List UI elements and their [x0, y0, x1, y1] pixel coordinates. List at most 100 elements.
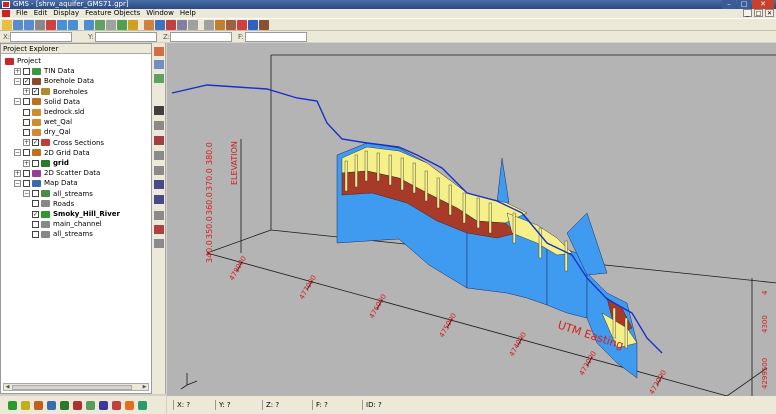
toolbar-button-icon[interactable]: [95, 19, 105, 30]
expand-toggle-icon[interactable]: −: [23, 190, 30, 198]
toolbar-button-icon[interactable]: [35, 19, 45, 30]
mdi-close-button[interactable]: ✕: [765, 9, 774, 17]
menu-help[interactable]: Help: [179, 9, 196, 17]
visibility-checkbox[interactable]: [32, 220, 39, 228]
explorer-horizontal-scrollbar[interactable]: ◀ ▶: [3, 383, 149, 391]
expand-toggle-icon[interactable]: −: [14, 149, 21, 157]
visibility-checkbox[interactable]: [23, 108, 30, 116]
visibility-checkbox[interactable]: [23, 128, 30, 136]
toolbar-button-icon[interactable]: [68, 19, 78, 30]
tree-item[interactable]: − Map Data: [14, 178, 78, 188]
toolbar-button-icon[interactable]: [117, 19, 127, 30]
scroll-left-icon[interactable]: ◀: [5, 384, 10, 390]
mdi-minimize-button[interactable]: _: [743, 9, 752, 17]
create-point-icon[interactable]: [154, 225, 164, 234]
toolbar-button-icon[interactable]: [237, 19, 247, 30]
scroll-right-icon[interactable]: ▶: [142, 384, 147, 390]
rotate-tool-icon[interactable]: [154, 74, 164, 83]
tree-item[interactable]: main_channel: [32, 219, 102, 229]
visibility-checkbox[interactable]: [23, 169, 30, 177]
tree-item[interactable]: + ✓ Boreholes: [23, 87, 88, 97]
expand-toggle-icon[interactable]: +: [23, 88, 30, 96]
spline-tool-icon[interactable]: [154, 239, 164, 248]
select-vertex-icon[interactable]: [154, 151, 164, 160]
toolbar-button-icon[interactable]: [248, 19, 258, 30]
select-polygon-icon[interactable]: [154, 180, 164, 189]
tree-item[interactable]: + TIN Data: [14, 66, 75, 76]
close-button[interactable]: ✕: [752, 0, 774, 9]
create-arc-icon[interactable]: [154, 136, 164, 145]
tree-item[interactable]: − 2D Grid Data: [14, 148, 90, 158]
toolbar-button-icon[interactable]: [2, 19, 12, 30]
visibility-checkbox[interactable]: ✓: [32, 139, 39, 147]
expand-toggle-icon[interactable]: +: [14, 169, 21, 177]
expand-toggle-icon[interactable]: +: [23, 159, 30, 167]
toolbar-button-icon[interactable]: [188, 19, 198, 30]
f-field[interactable]: F:: [238, 32, 307, 42]
menu-window[interactable]: Window: [146, 9, 174, 17]
menu-feature-objects[interactable]: Feature Objects: [85, 9, 141, 17]
create-node-icon[interactable]: [154, 211, 164, 220]
visibility-checkbox[interactable]: ✓: [32, 210, 39, 218]
module-icon[interactable]: [125, 400, 134, 410]
module-icon[interactable]: [8, 400, 17, 410]
visibility-checkbox[interactable]: [32, 159, 39, 167]
expand-toggle-icon[interactable]: +: [14, 67, 21, 75]
3d-viewport[interactable]: ELEVATION 380.0 370.0 360.0 350.0 340.0 …: [167, 43, 776, 396]
toolbar-button-icon[interactable]: [13, 19, 23, 30]
minimize-button[interactable]: –: [722, 0, 736, 9]
tree-item[interactable]: wet_Qal: [23, 117, 72, 127]
toolbar-button-icon[interactable]: [128, 19, 138, 30]
y-coord-field[interactable]: Y:: [88, 32, 157, 42]
toolbar-button-icon[interactable]: [57, 19, 67, 30]
module-icon[interactable]: [34, 400, 43, 410]
module-icon[interactable]: [138, 400, 147, 410]
create-vertex-icon[interactable]: [154, 166, 164, 175]
scroll-thumb[interactable]: [12, 385, 132, 390]
z-coord-field[interactable]: Z:: [163, 32, 232, 42]
visibility-checkbox[interactable]: ✓: [23, 77, 30, 85]
visibility-checkbox[interactable]: [23, 98, 30, 106]
module-icon[interactable]: [112, 400, 121, 410]
menu-file[interactable]: File: [16, 9, 28, 17]
menu-edit[interactable]: Edit: [33, 9, 48, 17]
tree-item[interactable]: − ✓ Borehole Data: [14, 76, 94, 86]
zoom-tool-icon[interactable]: [154, 47, 164, 56]
select-node-icon[interactable]: [154, 195, 164, 204]
select-arc-icon[interactable]: [154, 121, 164, 130]
expand-toggle-icon[interactable]: −: [14, 98, 21, 106]
visibility-checkbox[interactable]: [32, 230, 39, 238]
module-icon[interactable]: [60, 400, 69, 410]
visibility-checkbox[interactable]: [23, 179, 30, 187]
tree-item[interactable]: +2D Scatter Data: [14, 168, 100, 178]
tree-item[interactable]: − Solid Data: [14, 97, 80, 107]
module-icon[interactable]: [21, 400, 30, 410]
visibility-checkbox[interactable]: [32, 190, 39, 198]
visibility-checkbox[interactable]: ✓: [32, 88, 39, 96]
tree-item[interactable]: + grid: [23, 158, 69, 168]
gms-app-icon[interactable]: [2, 1, 10, 8]
module-icon[interactable]: [99, 400, 108, 410]
visibility-checkbox[interactable]: [32, 200, 39, 208]
expand-toggle-icon[interactable]: −: [14, 77, 21, 85]
maximize-button[interactable]: □: [737, 0, 751, 9]
toolbar-button-icon[interactable]: [166, 19, 176, 30]
tree-item[interactable]: Project: [5, 56, 41, 66]
module-icon[interactable]: [86, 400, 95, 410]
toolbar-button-icon[interactable]: [106, 19, 116, 30]
tree-item[interactable]: − all_streams: [23, 189, 93, 199]
toolbar-button-icon[interactable]: [204, 19, 214, 30]
menu-display[interactable]: Display: [53, 9, 80, 17]
visibility-checkbox[interactable]: [23, 67, 30, 75]
visibility-checkbox[interactable]: [23, 149, 30, 157]
tree-item[interactable]: Roads: [32, 199, 74, 209]
tree-item[interactable]: + ✓ Cross Sections: [23, 138, 104, 148]
tree-item[interactable]: bedrock.sld: [23, 107, 84, 117]
expand-toggle-icon[interactable]: −: [14, 179, 21, 187]
toolbar-button-icon[interactable]: [46, 19, 56, 30]
toolbar-button-icon[interactable]: [226, 19, 236, 30]
toolbar-button-icon[interactable]: [215, 19, 225, 30]
toolbar-button-icon[interactable]: [24, 19, 34, 30]
pan-tool-icon[interactable]: [154, 60, 164, 69]
expand-toggle-icon[interactable]: +: [23, 139, 30, 147]
